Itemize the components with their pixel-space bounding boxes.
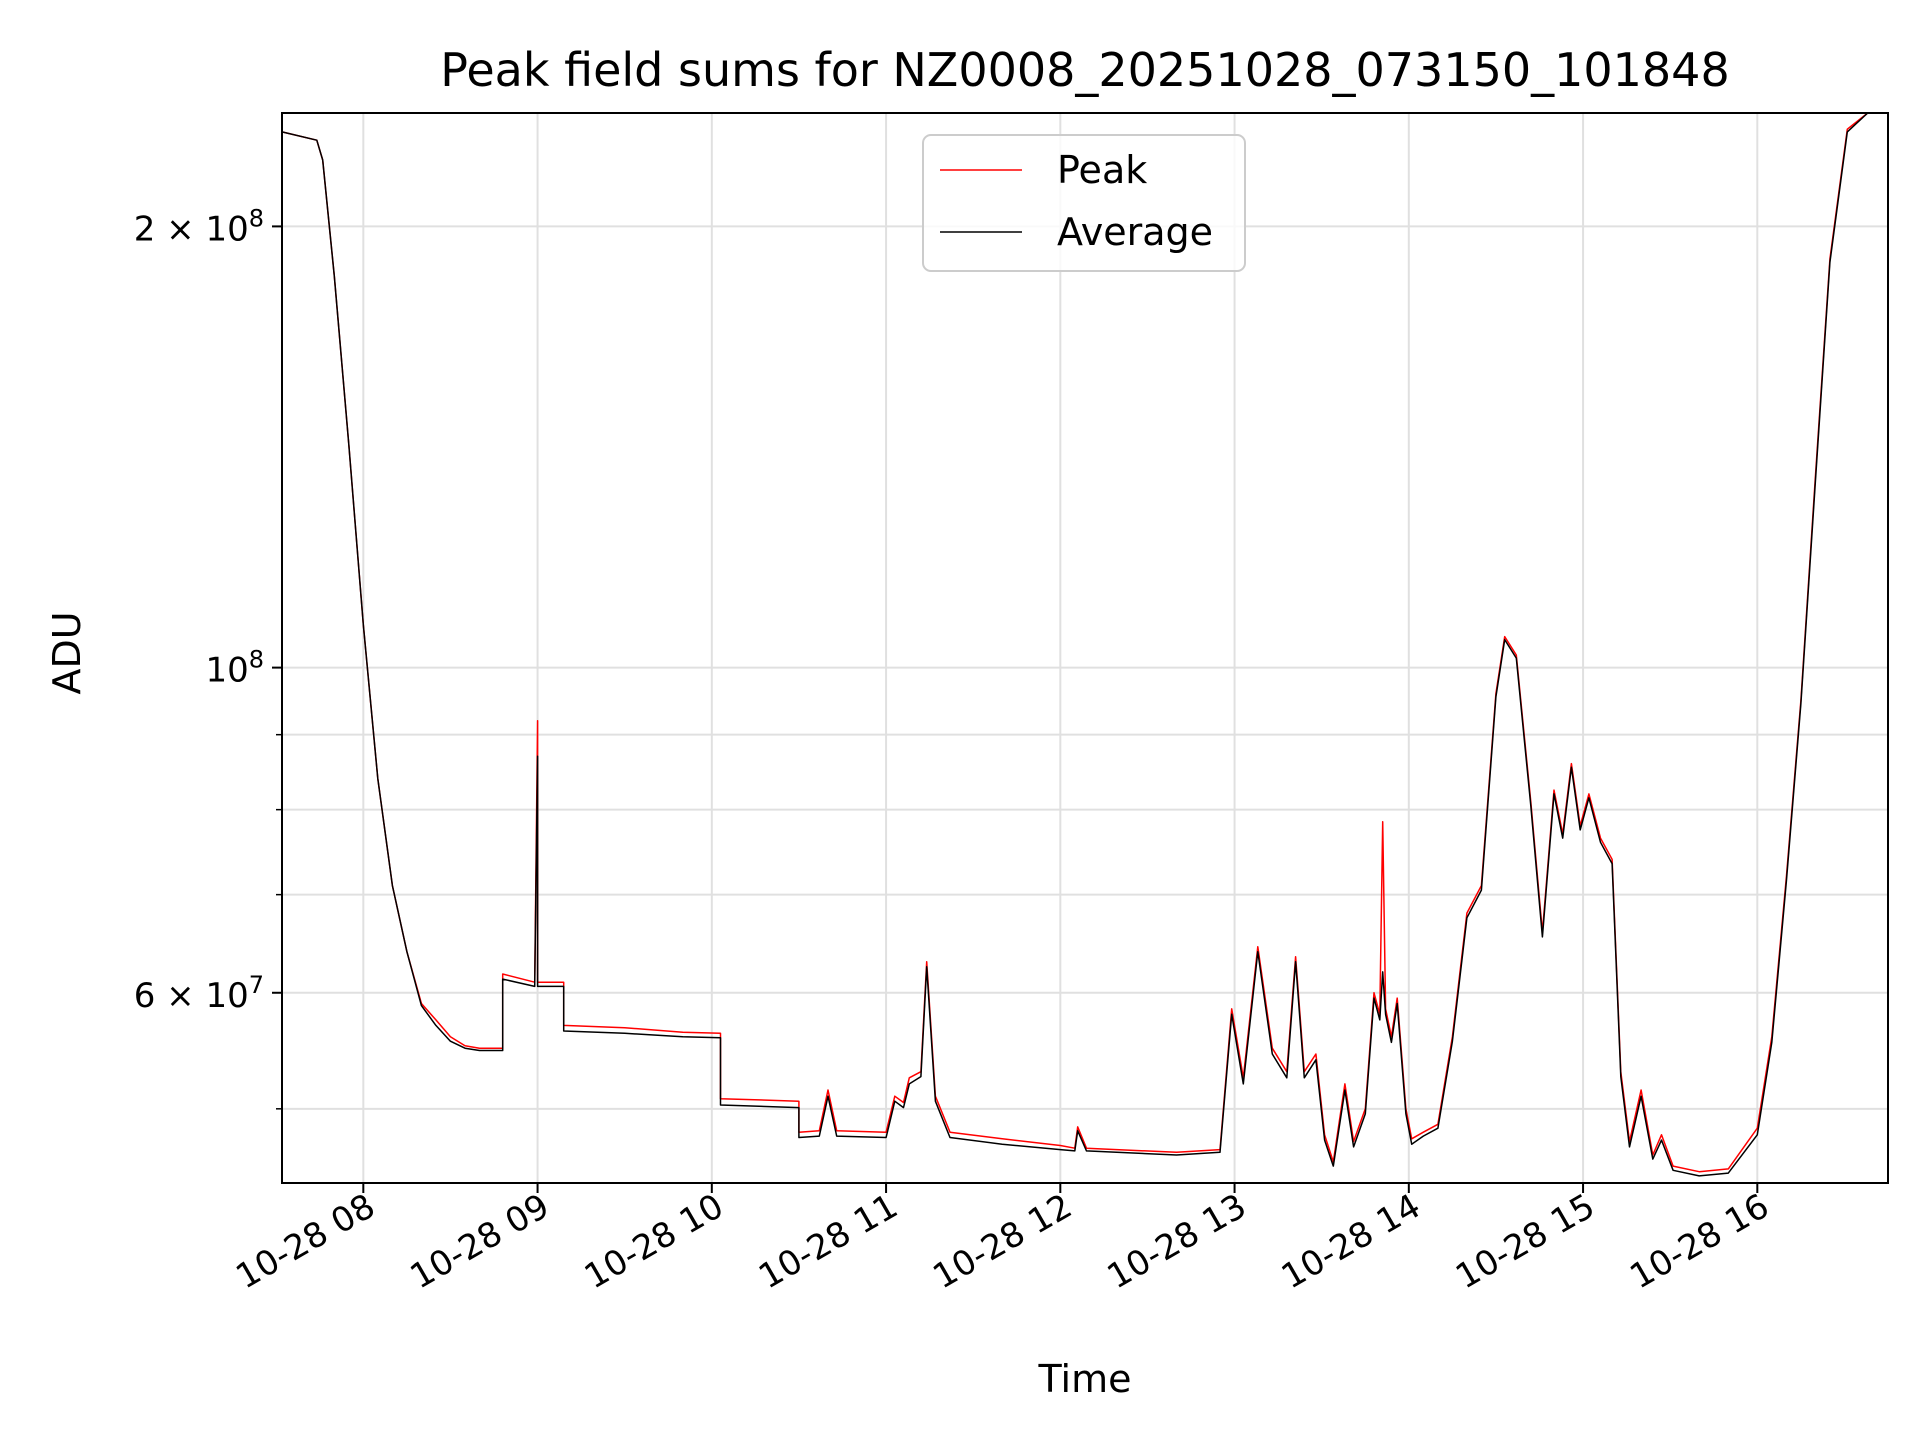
y-tick-label: 108 (205, 646, 264, 691)
y-tick-label: 6 × 107 (134, 971, 264, 1016)
y-tick-label: 2 × 108 (134, 204, 264, 249)
y-axis-label: ADU (45, 611, 89, 694)
legend-box (922, 134, 1246, 272)
chart-title: Peak field sums for NZ0008_20251028_0731… (440, 43, 1729, 97)
legend-label-average: Average (1057, 210, 1213, 254)
series-line-average (281, 112, 1869, 1177)
y-axis: 6 × 107 108 2 × 108 (134, 204, 282, 1110)
legend-label-peak: Peak (1057, 148, 1147, 192)
legend: Peak Average (922, 134, 1246, 272)
series-layer (281, 112, 1869, 1177)
grid-lines (282, 113, 1888, 1183)
x-axis-label: Time (1038, 1357, 1132, 1401)
plot-frame (281, 112, 1889, 1184)
